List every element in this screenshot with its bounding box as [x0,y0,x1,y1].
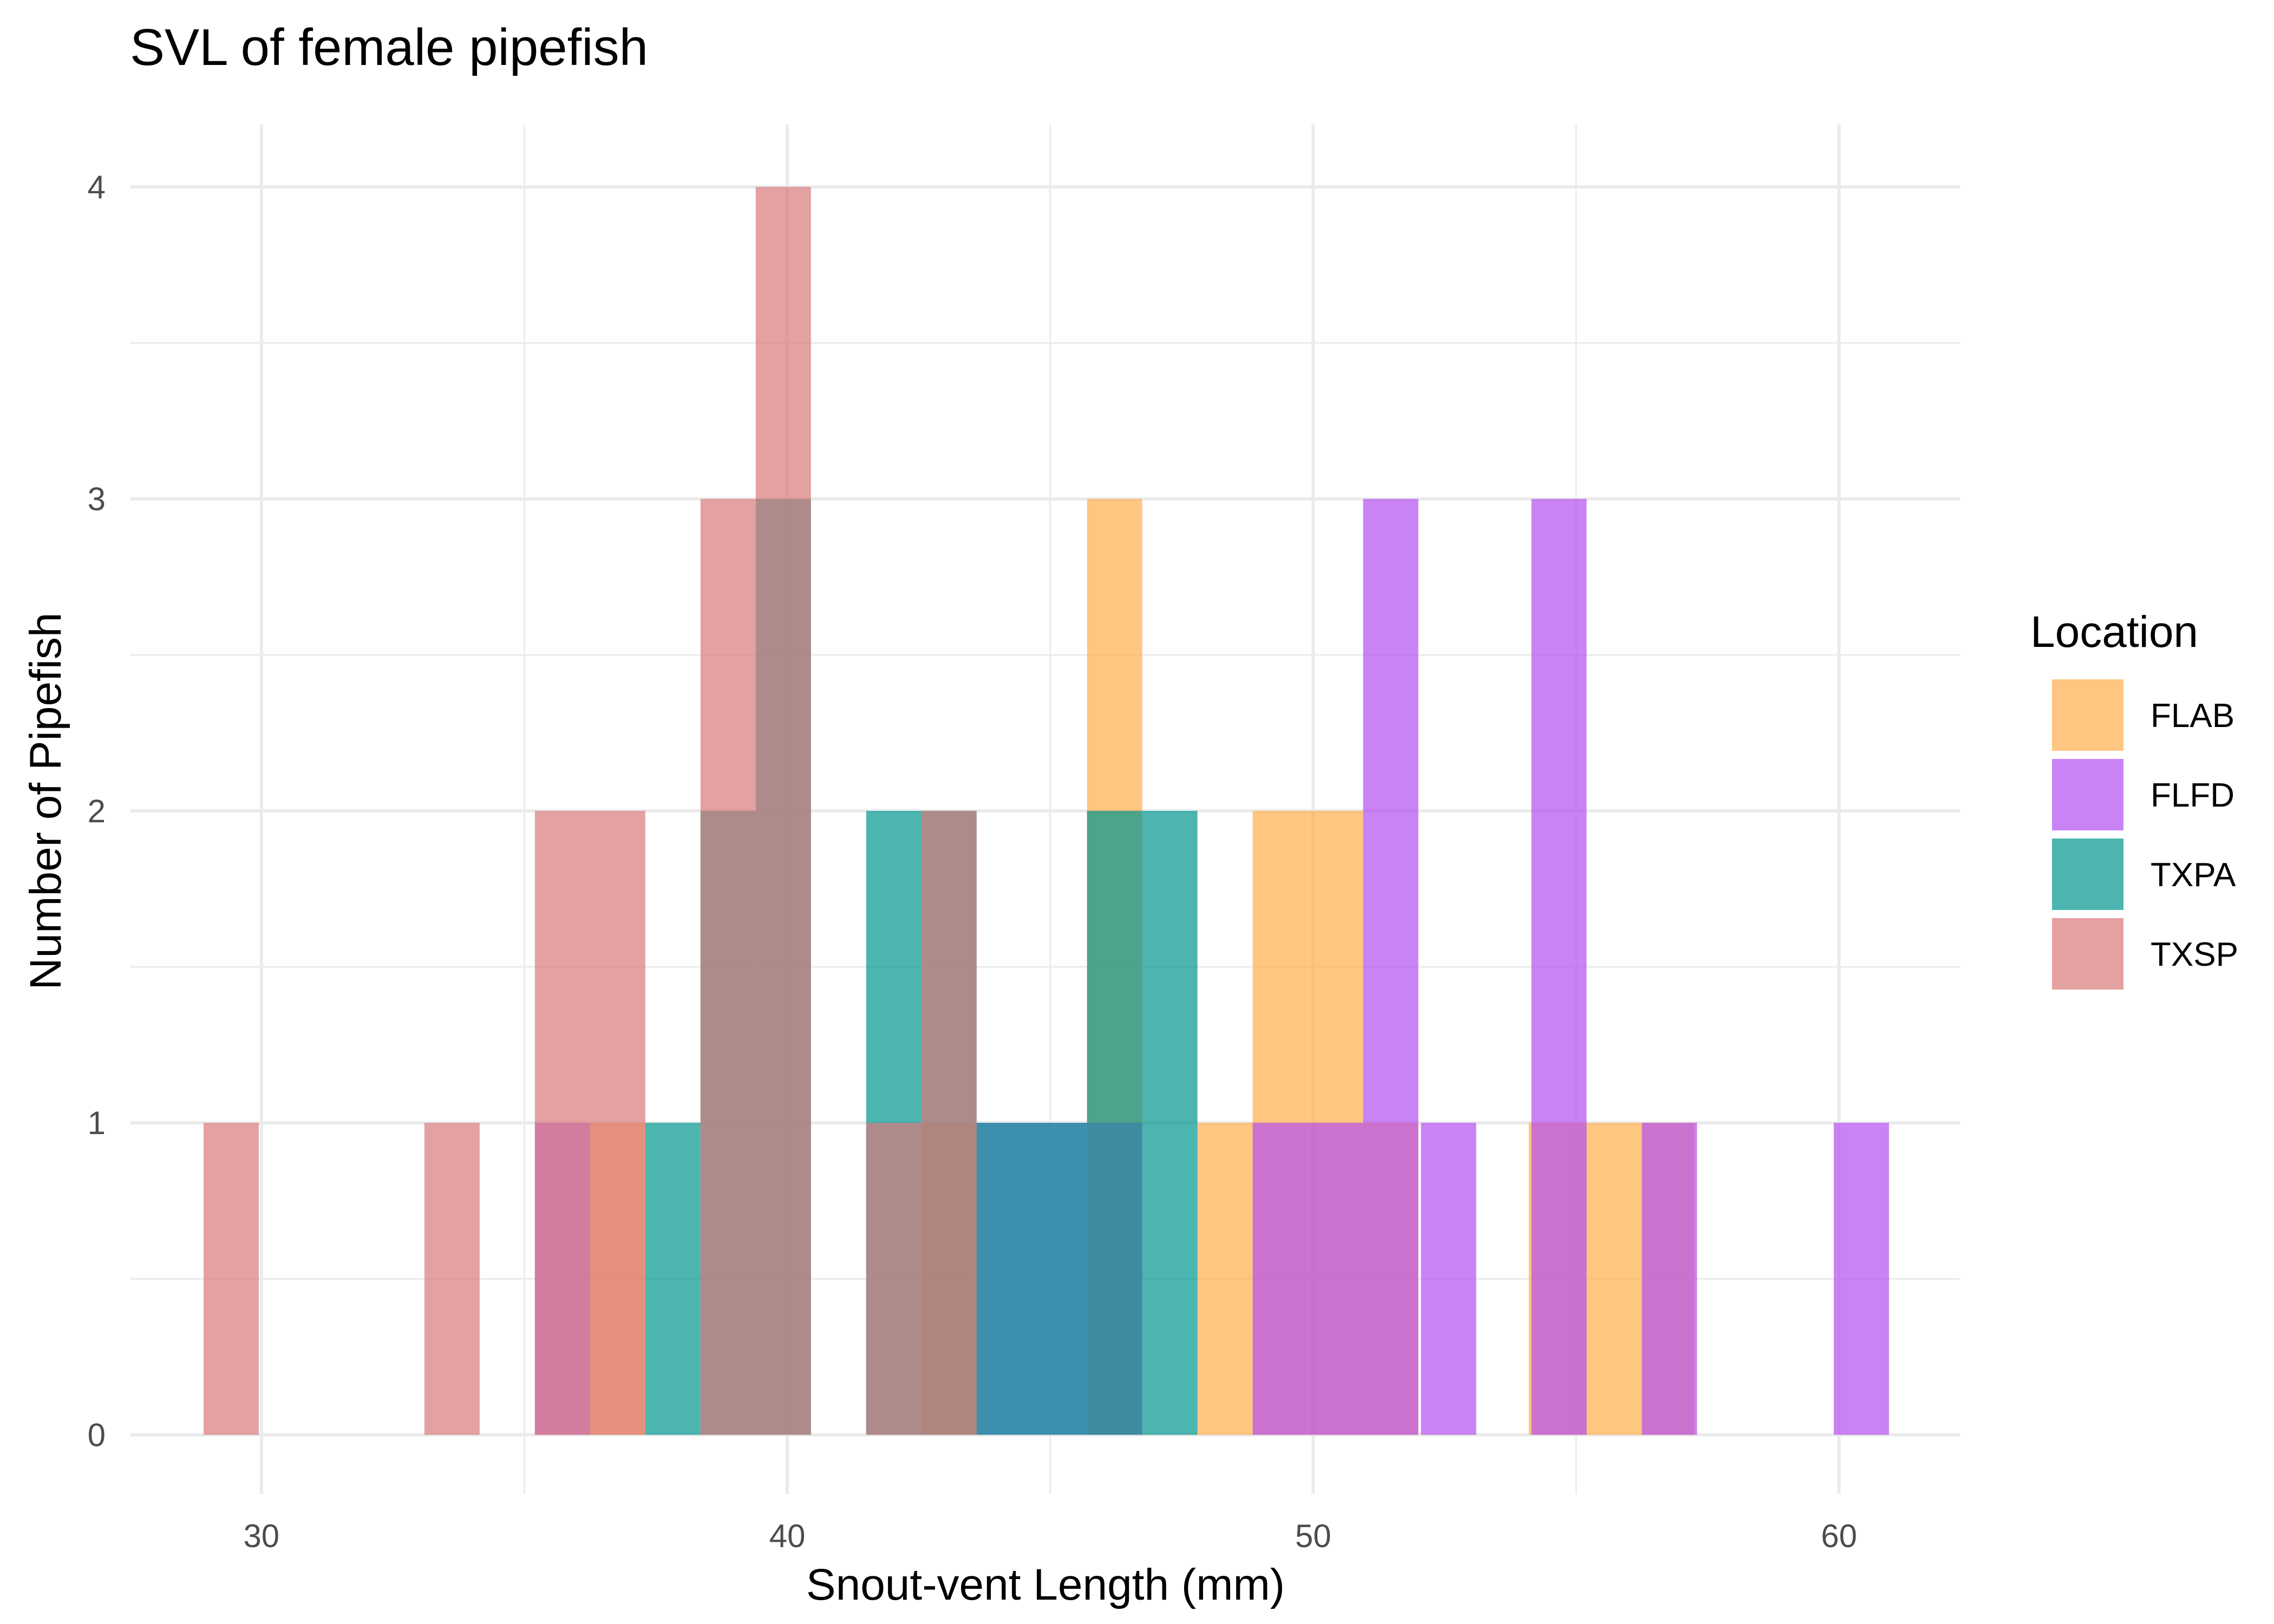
histogram-bar [534,810,590,1435]
histogram-bar [203,1123,259,1435]
histogram-bar [976,1123,1032,1435]
histogram-bar [866,1123,922,1435]
histogram-bar [424,1123,480,1435]
histogram-bar [921,810,977,1435]
histogram-bar [1308,1123,1363,1435]
histogram-bar [1584,1123,1639,1435]
bars [203,187,1889,1435]
y-tick-label: 3 [88,481,106,518]
histogram-bar [1421,1123,1476,1435]
legend-label: TXSP [2151,936,2238,973]
histogram-bar [1142,810,1198,1435]
histogram-bar [755,187,811,1435]
x-tick-label: 60 [1821,1518,1857,1554]
x-tick-label: 50 [1295,1518,1331,1554]
legend-swatch [2052,679,2123,751]
x-axis-title: Snout-vent Length (mm) [806,1560,1285,1609]
y-tick-label: 1 [88,1105,106,1141]
histogram-bar [1833,1123,1889,1435]
y-tick-label: 2 [88,793,106,829]
legend-item-flfd: FLFD [2052,759,2234,830]
legend-label: FLAB [2151,697,2234,735]
histogram-bar [590,810,645,1435]
x-tick-label: 30 [243,1518,279,1554]
histogram-bar [1031,1123,1087,1435]
x-tick-label: 40 [769,1518,806,1554]
histogram-bar [1363,499,1419,1435]
histogram-bar [1642,1123,1697,1435]
histogram-bar [645,1123,701,1435]
legend-label: TXPA [2151,856,2236,894]
legend-swatch [2052,759,2123,830]
y-axis-ticks: 0 1 2 3 4 [88,169,106,1453]
legend-item-txsp: TXSP [2052,918,2238,990]
legend-label: FLFD [2151,777,2234,814]
legend-swatch [2052,839,2123,910]
histogram-bar [700,499,756,1435]
y-tick-label: 0 [88,1417,106,1453]
legend-item-flab: FLAB [2052,679,2234,751]
series-txsp [203,187,977,1435]
x-axis-ticks: 30 40 50 60 [243,1518,1857,1554]
legend: Location FLAB FLFD TXPA TXSP [2030,607,2238,990]
histogram-bar [1087,810,1142,1435]
y-axis-title: Number of Pipefish [21,612,70,990]
legend-title: Location [2030,607,2198,657]
legend-swatch [2052,918,2123,990]
histogram-bar [1531,499,1587,1435]
histogram-bar [1252,1123,1308,1435]
histogram-bar [1197,1123,1253,1435]
legend-item-txpa: TXPA [2052,839,2236,910]
y-tick-label: 4 [88,169,106,205]
chart-title: SVL of female pipefish [130,18,648,76]
